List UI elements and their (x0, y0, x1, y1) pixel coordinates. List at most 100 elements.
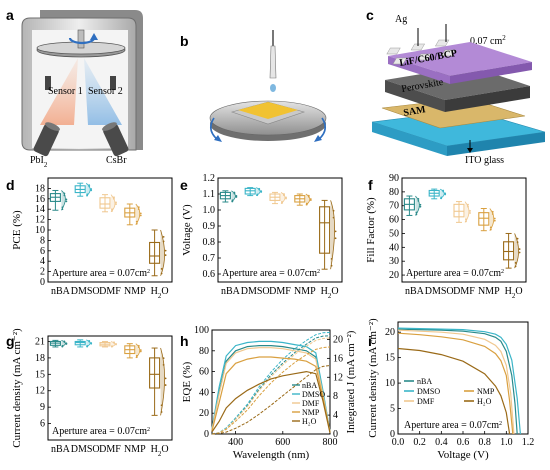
aperture-note-e: Aperture area = 0.07cm2 (222, 268, 320, 279)
chart-g: g 6 9 12 15 18 21 nBA DMSO DMF NMP H2O Current densi… (6, 328, 173, 458)
wet-film (238, 102, 298, 119)
data-point (419, 205, 422, 208)
data-point (86, 193, 89, 196)
data-point (258, 187, 261, 190)
y-tick-label-h: 100 (194, 325, 209, 336)
data-point (417, 199, 420, 202)
data-point (283, 193, 285, 195)
box-g-nba (49, 339, 68, 348)
data-point (86, 344, 89, 347)
data-point (516, 241, 519, 244)
data-point (514, 265, 517, 268)
category-label-g-nba: nBA (51, 444, 71, 455)
data-point (113, 196, 115, 199)
box-e-nba (219, 190, 238, 203)
box-e-nmp (294, 193, 312, 206)
plot-frame-g (47, 335, 173, 441)
data-point (162, 240, 165, 243)
data-point (305, 202, 308, 205)
y-tick-label-h: 80 (199, 346, 209, 357)
x-tick-label-h: 800 (323, 437, 338, 448)
plot-frame-h (211, 329, 331, 435)
box-f-dmso (428, 188, 447, 200)
data-point (332, 209, 335, 212)
x-tick-label-i: 0.0 (392, 437, 405, 448)
box-g-dmf (99, 340, 117, 348)
data-point (65, 200, 68, 203)
ito-arrowhead-icon (467, 148, 473, 153)
integrated-current-line (211, 365, 331, 435)
y-axis-title-f: Fill Factor (%) (365, 197, 377, 263)
data-point (115, 343, 117, 345)
category-label-g-dmf: DMF (99, 444, 121, 455)
x-tick-label-h: 400 (228, 437, 243, 448)
category-label-d-dmso: DMSO (71, 286, 100, 297)
box-rect (453, 203, 465, 218)
series-h-h₂o (211, 365, 331, 435)
series-i-dmf (397, 329, 515, 435)
y-tick-label-f: 40 (389, 242, 399, 253)
sensor2-icon (110, 76, 116, 90)
series-h-nmp (211, 346, 331, 435)
series-line (397, 327, 521, 435)
series-line (211, 347, 331, 433)
y-tick-label-f: 90 (389, 173, 399, 184)
x-tick-label-h: 600 (275, 437, 290, 448)
data-point (444, 192, 447, 195)
y-tick-label-d: 10 (35, 225, 45, 236)
x-tick-label-i: 0.2 (413, 437, 426, 448)
box-g-dmso (74, 339, 93, 348)
data-point (330, 257, 333, 260)
y-axis-title-g: Current density (mA cm⁻²) (11, 328, 23, 448)
y2-tick-label-h: 4 (333, 410, 338, 421)
rotation-arrowhead-icon (90, 33, 98, 40)
data-point (465, 218, 467, 221)
layer-lif-c60-bcp-top (388, 42, 532, 76)
panel-label-i: i (368, 333, 372, 349)
data-point (63, 194, 66, 197)
y-tick-label-d: 2 (40, 267, 45, 278)
box-f-h2o (503, 232, 521, 269)
series-h-dmso (211, 331, 331, 435)
data-point (113, 198, 115, 200)
data-point (115, 203, 117, 205)
panel-label-g: g (6, 333, 15, 349)
data-point (516, 237, 519, 240)
box-f-nmp (478, 208, 496, 232)
plot-frame-f (401, 177, 527, 283)
y-tick-label-d: 12 (35, 215, 45, 226)
box-rect (503, 241, 515, 261)
category-label-g-dmso: DMSO (71, 444, 100, 455)
category-label-d-h2o: H2O (151, 286, 169, 300)
legend-label: H₂O (477, 397, 492, 406)
x-tick-label-i: 0.4 (435, 437, 448, 448)
y-tick-label-h: 0 (204, 429, 209, 440)
panel-label-b: b (180, 33, 189, 49)
y-tick-label-d: 4 (40, 256, 45, 267)
legend-label: NMP (477, 387, 495, 396)
layer-ito-glass-side (372, 122, 447, 156)
data-point (90, 189, 93, 192)
legend-label: DMF (302, 399, 320, 408)
data-point (469, 210, 471, 212)
box-e-h2o (319, 199, 337, 270)
panel-label-e: e (180, 177, 188, 193)
y-tick-label-i: 20 (385, 327, 395, 338)
series-line (397, 347, 511, 435)
y-tick-label-f: 80 (389, 187, 399, 198)
layer-lif-c60-bcp-front (450, 62, 532, 84)
box-e-dmf (269, 191, 287, 205)
aperture-note-d: Aperture area = 0.07cm2 (52, 268, 150, 279)
data-point (518, 251, 521, 254)
series-line (397, 329, 515, 435)
y2-tick-label-h: 12 (333, 372, 343, 383)
active-area-label: 0.07 cm2 (470, 34, 506, 47)
data-point (514, 262, 517, 264)
data-point (137, 346, 140, 349)
legend-label: nBA (417, 377, 432, 386)
data-point (467, 205, 469, 208)
y-tick-label-d: 14 (35, 204, 45, 215)
beam-pbi2 (40, 58, 78, 125)
